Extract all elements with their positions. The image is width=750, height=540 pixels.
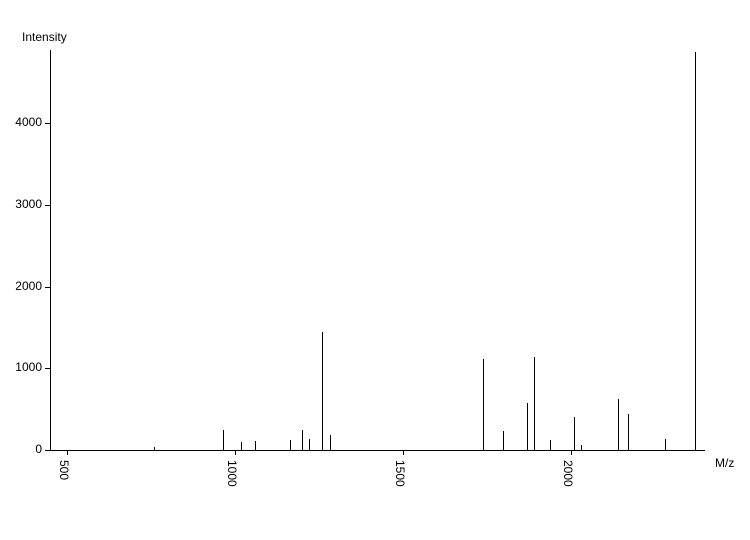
spectrum-peak	[241, 442, 242, 450]
spectrum-peak	[503, 431, 504, 450]
spectrum-peak	[534, 357, 535, 450]
spectrum-peak	[581, 445, 582, 450]
y-tick-label: 3000	[2, 197, 42, 211]
spectrum-peak	[628, 414, 629, 450]
spectrum-peak	[290, 440, 291, 450]
spectrum-peak	[695, 52, 696, 450]
spectrum-peak	[309, 439, 310, 450]
y-axis-label: Intensity	[22, 30, 67, 44]
plot-area	[50, 50, 705, 450]
y-tick-label: 1000	[2, 360, 42, 374]
spectrum-peak	[665, 439, 666, 450]
spectrum-peak	[302, 430, 303, 450]
x-tick-label: 500	[57, 460, 71, 480]
y-tick-label: 4000	[2, 115, 42, 129]
x-axis	[50, 450, 705, 451]
spectrum-peak	[574, 417, 575, 450]
x-axis-label: M/z	[715, 456, 734, 470]
y-tick-label: 0	[2, 442, 42, 456]
mass-spectrum-chart: Intensity M/z 0 1000 2000 3000 4000 500 1000 1…	[0, 0, 750, 540]
spectrum-peak	[550, 440, 551, 450]
spectrum-peak	[527, 403, 528, 450]
y-tick-label: 2000	[2, 279, 42, 293]
spectrum-peak	[483, 359, 484, 450]
spectrum-peak	[255, 441, 256, 450]
spectrum-peak	[322, 332, 323, 450]
spectrum-peak	[154, 447, 155, 450]
x-tick-label: 2000	[561, 460, 575, 487]
spectrum-peak	[618, 399, 619, 450]
x-tick-label: 1000	[225, 460, 239, 487]
spectrum-peak	[223, 430, 224, 450]
x-tick-label: 1500	[393, 460, 407, 487]
spectrum-peak	[330, 435, 331, 451]
